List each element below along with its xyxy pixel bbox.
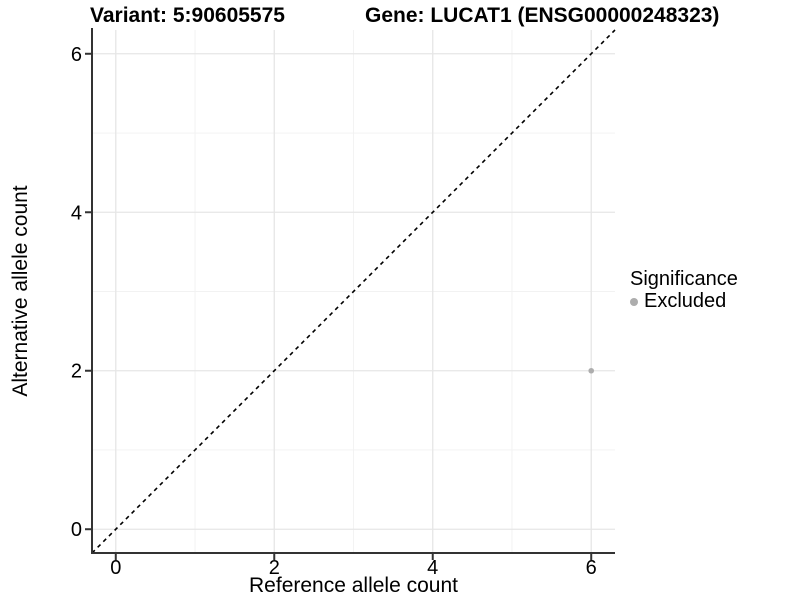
gridlines-major — [92, 30, 615, 553]
y-tick-label: 4 — [71, 202, 82, 224]
data-points — [588, 367, 595, 374]
legend-item-label: Excluded — [644, 290, 727, 312]
legend-point-icon — [630, 297, 638, 306]
axis-ticks — [85, 52, 593, 560]
x-tick-label: 2 — [269, 557, 280, 579]
y-tick-label: 0 — [71, 519, 82, 541]
x-axis-title: Reference allele count — [249, 574, 458, 597]
y-tick-label: 6 — [71, 44, 82, 66]
legend-item-excluded: Excluded — [630, 291, 738, 312]
y-tick-label: 2 — [71, 361, 82, 383]
x-tick-label: 4 — [427, 557, 438, 579]
variant-title: Variant: 5:90605575 — [90, 4, 285, 27]
gridlines-minor — [92, 30, 615, 553]
axis-lines — [91, 28, 615, 554]
legend-title: Significance — [630, 268, 738, 290]
data-point — [588, 367, 595, 374]
legend: Significance Excluded — [630, 269, 738, 312]
gene-title: Gene: LUCAT1 (ENSG00000248323) — [365, 4, 720, 27]
x-tick-label: 0 — [110, 557, 121, 579]
y-axis-title: Alternative allele count — [9, 185, 32, 397]
identity-line — [91, 29, 616, 554]
x-tick-label: 6 — [586, 557, 597, 579]
tick-labels: 0 2 4 6 0 2 4 6 — [71, 44, 597, 579]
